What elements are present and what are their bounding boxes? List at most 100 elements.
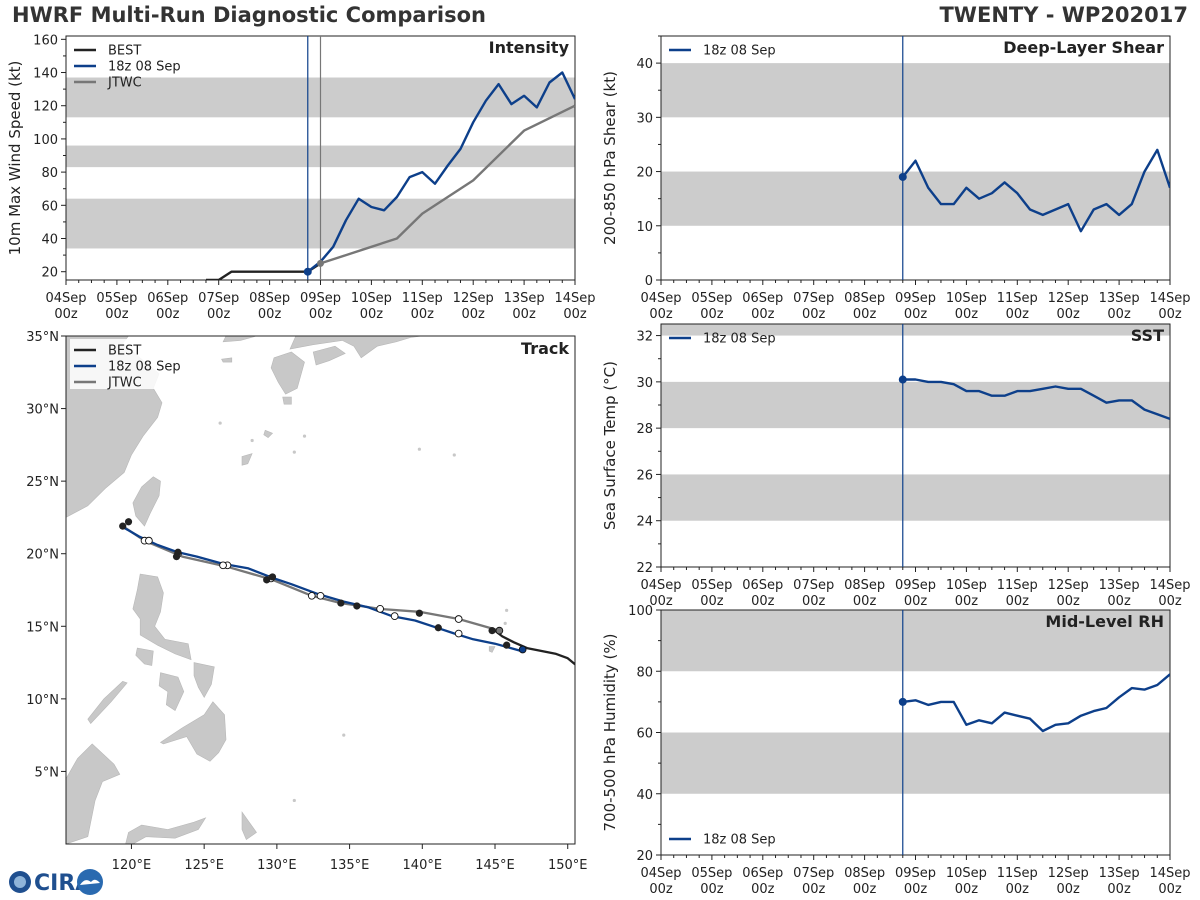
x-tick-label-hour: 00z: [360, 307, 384, 322]
lon-tick-label: 135°E: [330, 858, 370, 873]
x-tick-label-date: 07Sep: [793, 866, 834, 881]
x-tick-label-date: 09Sep: [895, 291, 936, 306]
x-tick-label-hour: 00z: [751, 594, 775, 609]
x-tick-label-date: 11Sep: [997, 291, 1038, 306]
series-group: [206, 71, 575, 280]
x-tick-label-date: 09Sep: [895, 578, 936, 593]
track-point-best: [434, 624, 442, 632]
x-tick-label-date: 10Sep: [351, 291, 392, 306]
x-tick-label-hour: 00z: [751, 307, 775, 322]
lat-tick-label: 15°N: [26, 620, 59, 635]
rh-panel: 2040608010004Sep00z05Sep00z06Sep00z07Sep…: [601, 604, 1191, 897]
x-tick-label-date: 09Sep: [895, 866, 936, 881]
x-tick-label-date: 08Sep: [844, 866, 885, 881]
land-kyushu: [270, 351, 305, 395]
track-point-jtwc: [376, 605, 384, 613]
shaded-band: [661, 324, 1170, 336]
land-luzon: [132, 573, 192, 661]
run-start-point: [303, 267, 312, 276]
x-tick-label-hour: 00z: [1057, 307, 1081, 322]
track-line-best: [494, 629, 575, 666]
y-tick-label: 26: [636, 468, 653, 483]
x-tick-label-date: 08Sep: [844, 578, 885, 593]
track-point-jtwc: [495, 626, 504, 635]
figure-title: HWRF Multi-Run Diagnostic Comparison: [12, 3, 487, 27]
y-tick-label: 30: [636, 111, 653, 126]
track-point-best: [415, 609, 423, 617]
y-tick-label: 10: [636, 220, 653, 235]
x-tick-label-date: 08Sep: [844, 291, 885, 306]
x-tick-label-date: 06Sep: [742, 866, 783, 881]
track-point-best: [337, 599, 345, 607]
legend-label-18z-08-sep: 18z 08 Sep: [108, 60, 181, 75]
sst-panel: 22242628303204Sep00z05Sep00z06Sep00z07Se…: [601, 323, 1191, 609]
legend-label-18z-08-sep: 18z 08 Sep: [703, 44, 776, 59]
x-tick-label-hour: 00z: [955, 882, 979, 897]
x-tick-label-date: 11Sep: [997, 866, 1038, 881]
plot-frame: [660, 323, 1171, 568]
x-tick-label-hour: 00z: [411, 307, 435, 322]
x-tick-label-date: 07Sep: [793, 578, 834, 593]
x-tick-label-date: 10Sep: [946, 291, 987, 306]
x-tick-label-date: 10Sep: [946, 866, 987, 881]
legend-label-18z-08-sep: 18z 08 Sep: [703, 332, 776, 347]
cira-logo: CIRA: [9, 869, 103, 896]
x-tick-label-date: 07Sep: [198, 291, 239, 306]
x-tick-label-date: 14Sep: [1149, 291, 1190, 306]
x-tick-label-date: 04Sep: [640, 578, 681, 593]
land-borneo: [66, 743, 121, 844]
run-start-point: [898, 172, 907, 181]
y-tick-label: 80: [636, 665, 653, 680]
lat-tick-label: 25°N: [26, 475, 59, 490]
y-axis-label: 10m Max Wind Speed (kt): [6, 61, 24, 256]
y-tick-label: 32: [636, 330, 653, 345]
lat-tick-label: 35°N: [26, 330, 59, 345]
legend-label-18z-08-sep: 18z 08 Sep: [703, 833, 776, 848]
jtwc-start-point: [317, 259, 324, 267]
shaded-band: [661, 381, 1170, 429]
x-tick-label-hour: 00z: [802, 594, 826, 609]
track-point-best: [263, 576, 271, 584]
x-tick-label-date: 13Sep: [1099, 578, 1140, 593]
track-point-18z-08-sep: [316, 591, 325, 600]
legend-label-best: BEST: [108, 44, 141, 59]
y-tick-label: 40: [41, 233, 58, 248]
x-tick-label-date: 11Sep: [402, 291, 443, 306]
track-point-18z-08-sep: [145, 536, 153, 545]
track-point-18z-08-sep: [219, 561, 227, 570]
x-tick-label-date: 12Sep: [1048, 578, 1089, 593]
y-tick-label: 28: [636, 422, 653, 437]
x-tick-label-hour: 00z: [751, 882, 775, 897]
land-jeju: [221, 357, 233, 363]
y-tick-label: 100: [628, 604, 653, 619]
small-island: [417, 447, 421, 451]
x-tick-label-hour: 00z: [1158, 882, 1182, 897]
x-tick-label-date: 14Sep: [1149, 578, 1190, 593]
x-tick-label-date: 04Sep: [640, 866, 681, 881]
x-tick-label-hour: 00z: [1006, 882, 1030, 897]
series-group: [901, 148, 1170, 233]
x-tick-label-hour: 00z: [853, 594, 877, 609]
x-tick-label-hour: 00z: [853, 882, 877, 897]
series-group: [902, 378, 1170, 421]
lat-tick-label: 10°N: [26, 693, 59, 708]
x-tick-label-date: 07Sep: [793, 291, 834, 306]
y-tick-label: 40: [636, 788, 653, 803]
shaded-band: [661, 732, 1170, 794]
series-line-18z-08-sep: [307, 71, 575, 273]
track-point-best: [503, 641, 511, 649]
series-line-18z-08-sep: [902, 378, 1170, 421]
land-halmahera: [241, 811, 257, 841]
x-tick-label-date: 12Sep: [1048, 866, 1089, 881]
y-tick-label: 20: [41, 266, 58, 281]
y-tick-label: 20: [636, 166, 653, 181]
lon-tick-label: 125°E: [184, 858, 224, 873]
y-axis-label: Sea Surface Temp (°C): [601, 361, 619, 530]
x-tick-label-hour: 00z: [1158, 594, 1182, 609]
intensity-panel: 2040608010012014016004Sep00z05Sep00z06Se…: [6, 33, 596, 322]
land-panay-negros: [158, 672, 185, 711]
x-tick-label-date: 06Sep: [742, 578, 783, 593]
x-tick-label-hour: 00z: [700, 307, 724, 322]
land-guam: [488, 646, 496, 653]
